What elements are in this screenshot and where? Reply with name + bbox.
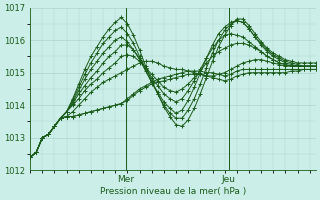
X-axis label: Pression niveau de la mer( hPa ): Pression niveau de la mer( hPa ) xyxy=(100,187,246,196)
